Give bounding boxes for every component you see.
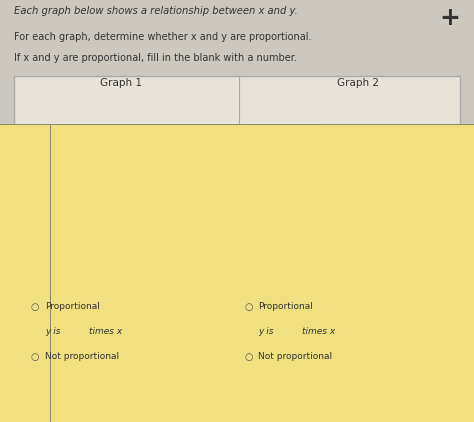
Text: Each graph below shows a relationship between x and y.: Each graph below shows a relationship be… — [14, 6, 298, 16]
X-axis label: x: x — [348, 297, 353, 306]
Text: Graph 1: Graph 1 — [100, 78, 142, 88]
Text: times x: times x — [302, 327, 336, 336]
Text: y is: y is — [45, 327, 61, 336]
Text: For each graph, determine whether x and y are proportional.: For each graph, determine whether x and … — [14, 32, 312, 42]
Text: Graph 2: Graph 2 — [337, 78, 379, 88]
Y-axis label: y: y — [244, 188, 248, 197]
Text: If x and y are proportional, fill in the blank with a number.: If x and y are proportional, fill in the… — [14, 53, 297, 63]
Text: y is: y is — [258, 327, 274, 336]
Text: +: + — [439, 6, 460, 30]
Text: ○: ○ — [31, 352, 39, 362]
Y-axis label: y: y — [18, 188, 23, 197]
Text: Proportional: Proportional — [258, 302, 313, 311]
Text: Not proportional: Not proportional — [258, 352, 332, 361]
Text: Proportional: Proportional — [45, 302, 100, 311]
Text: Not proportional: Not proportional — [45, 352, 119, 361]
Text: ○: ○ — [244, 352, 253, 362]
Text: ○: ○ — [31, 302, 39, 312]
Text: times x: times x — [89, 327, 122, 336]
X-axis label: x: x — [123, 297, 128, 306]
Text: ○: ○ — [244, 302, 253, 312]
